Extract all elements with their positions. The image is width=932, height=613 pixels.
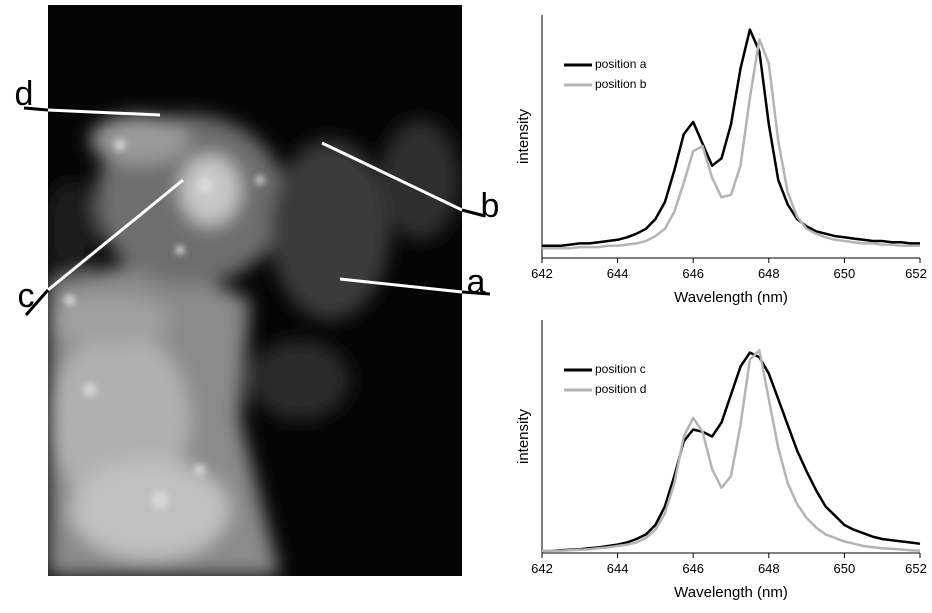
marker-line [321,141,463,212]
x-axis-label: Wavelength (nm) [674,584,788,601]
marker-line [339,277,463,294]
position-label: c [18,277,35,315]
marker-line-end [23,106,49,112]
legend-label: position c [595,362,646,376]
x-tick-label: 650 [834,266,856,281]
marker-line-end [461,208,486,218]
x-tick-label: 642 [531,561,553,576]
spectrum-line [542,28,920,248]
position-markers: ab c d [15,75,500,316]
marker-line [47,108,161,117]
spectrum-line [542,349,921,552]
position-label: b [481,187,500,225]
legend-label: position b [595,77,647,91]
x-tick-label: 652 [905,561,927,576]
x-tick-label: 648 [758,561,780,576]
marker-line-end [461,290,491,296]
x-tick-label: 646 [682,266,704,281]
y-axis-label: intensity [515,408,532,464]
legend-label: position a [595,57,647,71]
x-tick-label: 644 [607,561,629,576]
x-axis-label: Wavelength (nm) [674,289,788,306]
position-label: d [15,75,34,113]
x-tick-label: 646 [682,561,704,576]
micrograph [48,5,462,576]
x-tick-label: 652 [905,266,927,281]
x-tick-label: 642 [531,266,553,281]
position-label: a [467,263,486,301]
marker-line [47,178,184,292]
marker-line-end [24,289,50,316]
legend-label: position d [595,382,646,396]
y-axis-label: intensity [515,108,532,164]
x-tick-label: 644 [607,266,629,281]
x-tick-label: 648 [758,266,780,281]
x-tick-label: 650 [834,561,856,576]
spectrum-line [542,38,920,250]
